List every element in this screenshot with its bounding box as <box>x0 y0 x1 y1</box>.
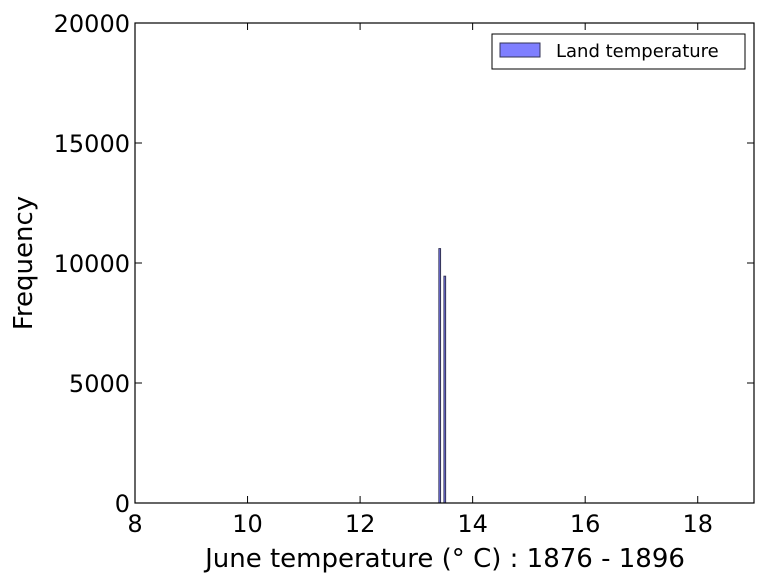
bars-group <box>438 248 447 504</box>
y-tick-label: 15000 <box>54 130 130 158</box>
y-tick-label: 0 <box>115 490 130 518</box>
x-tick-label: 14 <box>457 510 488 538</box>
x-tick-label: 10 <box>232 510 263 538</box>
y-axis-label: Frequency <box>9 196 39 330</box>
legend-label: Land temperature <box>556 41 719 62</box>
x-tick-label: 12 <box>345 510 376 538</box>
x-axis-label: June temperature (° C) : 1876 - 1896 <box>203 544 685 574</box>
x-tick-label: 16 <box>570 510 601 538</box>
y-tick-label: 5000 <box>69 370 130 398</box>
legend: Land temperature <box>491 33 746 70</box>
legend-swatch <box>499 42 541 58</box>
y-tick-label: 20000 <box>54 10 130 38</box>
x-tick-label: 8 <box>127 510 142 538</box>
histogram-bar-2 <box>443 275 447 504</box>
y-tick-label: 10000 <box>54 250 130 278</box>
ticks-group: 8 10 12 14 16 18 0 5000 10000 15000 20000 <box>54 10 754 538</box>
x-tick-label: 18 <box>682 510 713 538</box>
histogram-bar-1 <box>438 248 442 504</box>
